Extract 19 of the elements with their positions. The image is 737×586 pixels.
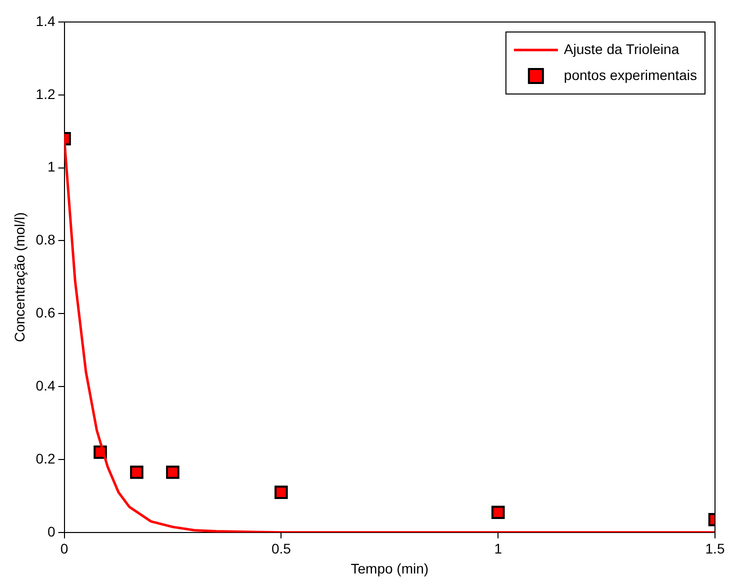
y-tick-label: 0.6: [36, 304, 56, 321]
y-axis-title: Concentração (mol/l): [11, 212, 28, 342]
y-tick-label: 0.8: [36, 232, 56, 248]
y-tick-label: 1.2: [36, 86, 56, 102]
y-tick-label: 1: [47, 158, 56, 175]
y-tick-label: 1.4: [36, 12, 56, 29]
legend-label: pontos experimentais: [564, 66, 698, 83]
point: [166, 466, 180, 479]
legend-label: Ajuste da Trioleina: [564, 40, 680, 57]
x-tick-label: 1.5: [705, 540, 725, 557]
y-tick-label: 0.4: [36, 377, 56, 394]
x-axis-title: Tempo (min): [350, 560, 429, 576]
x-tick-label: 0.5: [271, 540, 292, 557]
x-tick-label: 0: [60, 540, 68, 557]
y-tick-label: 0.2: [36, 450, 56, 466]
point: [274, 486, 288, 499]
point: [130, 466, 144, 479]
y-tick-label: 0: [47, 523, 56, 540]
x-tick-label: 1: [494, 540, 502, 557]
